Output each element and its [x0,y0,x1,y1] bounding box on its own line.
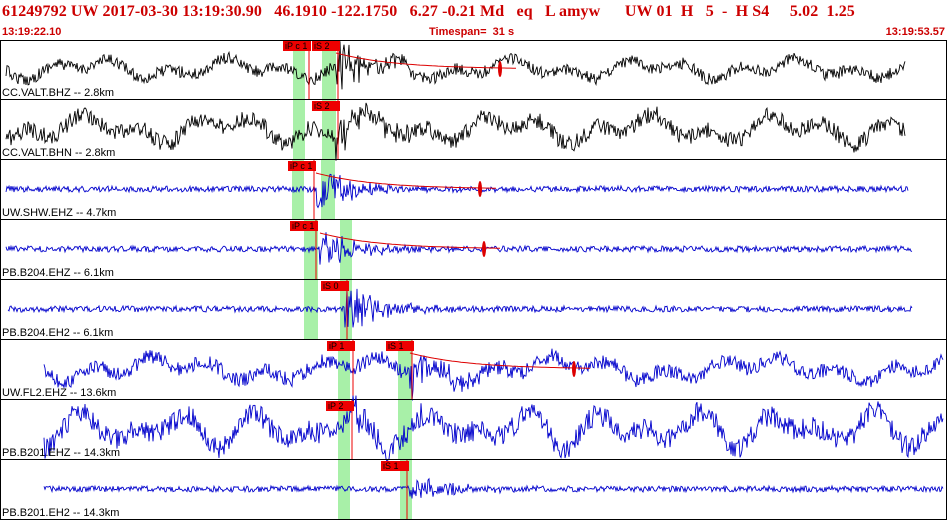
pick-window-band [293,40,305,100]
waveform-trace [5,173,909,209]
phase-pick-label: iP c 1 [292,221,314,231]
event-summary-title: 61249792 UW 2017-03-30 13:19:30.90 46.19… [2,3,855,20]
coda-marker [572,361,576,377]
waveform-trace [43,348,944,401]
trace-row[interactable]: iP c 1 UW.SHW.EHZ -- 4.7km [0,160,947,220]
coda-decay-curve [409,352,590,369]
pick-window-band [398,400,412,460]
trace-row[interactable]: iP 2 PB.B201.EHZ -- 14.3km [0,395,947,463]
waveform-trace [5,232,913,265]
phase-pick-label: iP 1 [329,341,344,351]
channel-label: UW.FL2.EHZ -- 13.6km [2,387,116,399]
phase-pick-flag[interactable] [326,401,354,411]
phase-pick-flag[interactable] [327,341,355,351]
phase-pick-label: iP c 1 [290,161,312,171]
phase-pick-flag[interactable] [312,41,340,51]
end-time-label: 13:19:53.57 [885,26,945,38]
waveform-trace [7,288,913,328]
waveform-trace [5,102,906,161]
channel-label: UW.SHW.EHZ -- 4.7km [2,207,116,219]
coda-marker [498,61,502,77]
phase-pick-flag[interactable] [321,281,349,291]
phase-pick-flag[interactable] [288,161,316,171]
phase-pick-flag[interactable] [381,461,409,471]
pick-window-band [322,100,336,160]
trace-row[interactable]: iS 2 CC.VALT.BHN -- 2.8km [0,100,947,161]
waveform-trace [43,395,944,463]
phase-pick-flag[interactable] [290,221,318,231]
channel-label: CC.VALT.BHN -- 2.8km [2,147,115,159]
event-header: 61249792 UW 2017-03-30 13:19:30.90 46.19… [0,0,947,40]
phase-pick-flag[interactable] [386,341,414,351]
start-time-label: 13:19:22.10 [2,26,62,38]
phase-pick-label: iS 2 [314,101,330,111]
phase-pick-label: iS 0 [323,281,339,291]
phase-pick-label: iS 1 [383,461,399,471]
channel-label: PB.B204.EH2 -- 6.1km [2,327,113,339]
phase-pick-label: iS 2 [314,41,330,51]
channel-label: PB.B201.EH2 -- 14.3km [2,507,119,519]
waveform-trace [43,477,944,499]
phase-pick-label: iP 2 [328,401,343,411]
channel-label: PB.B201.EHZ -- 14.3km [2,447,120,459]
phase-pick-flag[interactable] [283,41,311,51]
trace-row[interactable]: iP c 1 PB.B204.EHZ -- 6.1km [0,220,947,280]
trace-row[interactable]: iP 1 iS 1 UW.FL2.EHZ -- 13.6km [0,340,947,401]
pick-window-band [400,460,412,520]
phase-pick-label: iP c 1 [285,41,307,51]
waveform-trace [5,41,906,90]
pick-window-band [338,340,350,400]
phase-pick-flag[interactable] [312,101,340,111]
trace-row[interactable]: iS 0 PB.B204.EH2 -- 6.1km [0,280,947,340]
coda-marker [482,241,486,257]
coda-decay-curve [319,232,500,249]
seismogram-panel[interactable]: iP c 1 iS 2 CC.VALT.BHZ -- 2.8km iS 2 CC.VAL… [0,40,947,520]
coda-decay-curve [335,52,516,69]
trace-row[interactable]: iP c 1 iS 2 CC.VALT.BHZ -- 2.8km [0,40,947,100]
coda-decay-curve [315,172,496,189]
timespan-label: Timespan= 31 s [429,26,515,38]
trace-row[interactable]: iS 1 PB.B201.EH2 -- 14.3km [0,460,947,520]
channel-label: PB.B204.EHZ -- 6.1km [2,267,114,279]
phase-pick-label: iS 1 [388,341,404,351]
coda-marker [478,181,482,197]
channel-label: CC.VALT.BHZ -- 2.8km [2,87,114,99]
